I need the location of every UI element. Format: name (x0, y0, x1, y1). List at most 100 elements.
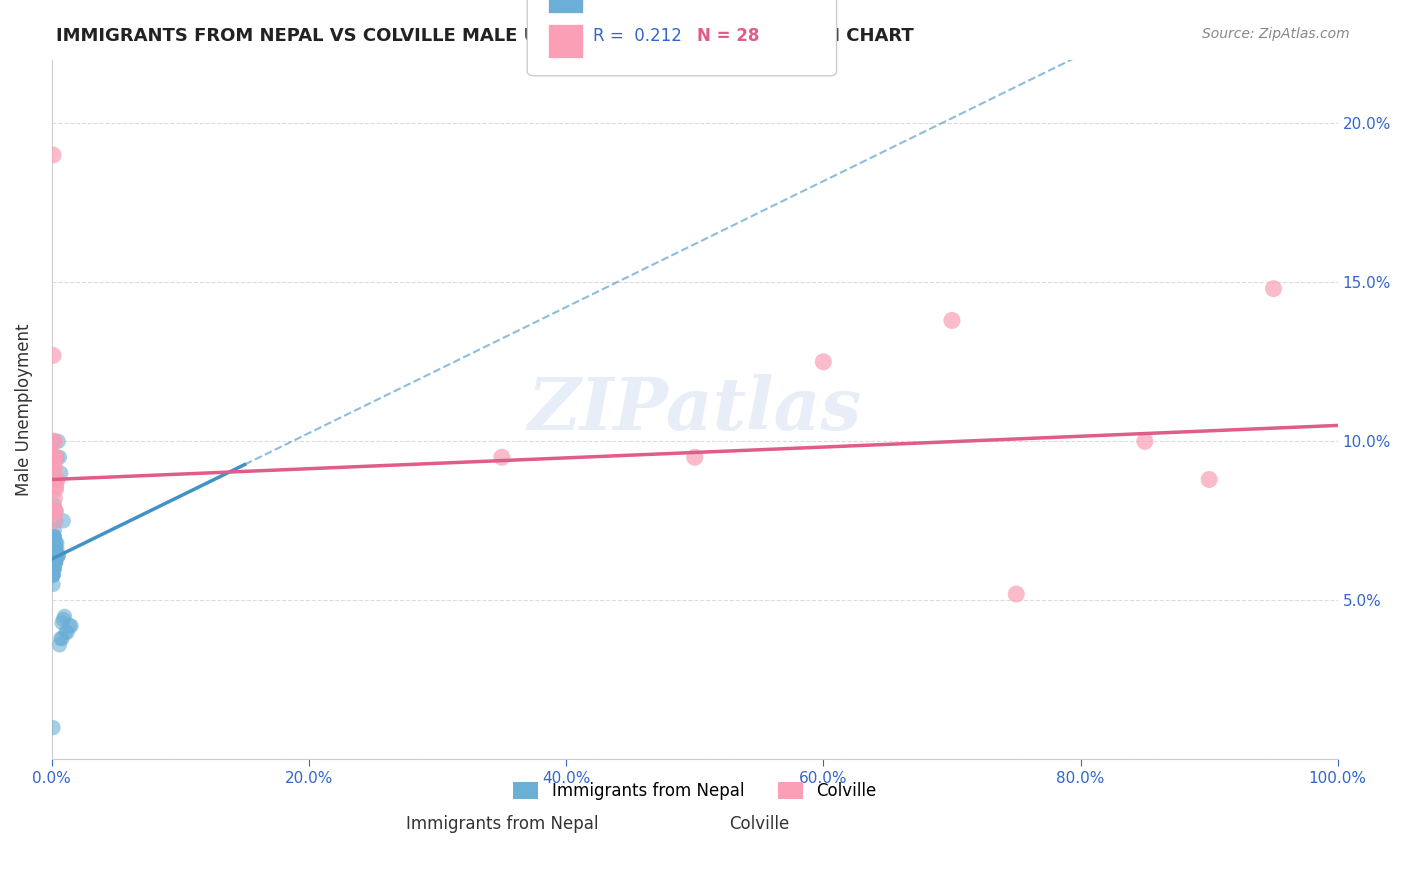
Point (44, 491, 66, 506)
Point (45, 514, 67, 528)
Text: R =  0.212: R = 0.212 (593, 27, 682, 45)
Point (56, 625, 79, 640)
Point (42, 568, 65, 582)
Point (48, 450, 70, 465)
Point (44, 530, 66, 544)
Point (42, 466, 65, 480)
Point (42, 721, 65, 735)
Point (45, 549, 67, 563)
Point (42, 504, 65, 518)
Point (42, 459, 65, 474)
Point (45, 504, 67, 518)
Point (44, 450, 66, 465)
Point (45, 450, 67, 465)
Point (44, 434, 66, 449)
Point (45, 450, 67, 465)
Point (53, 609, 76, 624)
Point (1198, 473, 1220, 487)
Point (44, 542, 66, 557)
Point (52, 612, 75, 626)
Point (45, 546, 67, 560)
Point (46, 549, 69, 563)
Point (55, 625, 77, 640)
Point (45, 536, 67, 550)
Point (1263, 282, 1285, 296)
Text: ZIPatlas: ZIPatlas (527, 374, 862, 445)
Point (1005, 587, 1028, 601)
Point (44, 530, 66, 544)
Point (683, 450, 706, 465)
Point (42, 561, 65, 575)
Point (45, 473, 67, 487)
Text: N = 28: N = 28 (697, 27, 759, 45)
Point (45, 552, 67, 566)
Point (44, 555, 66, 569)
Point (52, 514, 75, 528)
Point (45, 473, 67, 487)
Point (45, 542, 67, 557)
Point (813, 355, 835, 369)
Point (44, 536, 66, 550)
Point (44, 561, 66, 575)
Point (42, 577, 65, 591)
Point (45, 549, 67, 563)
Point (44, 524, 66, 538)
Point (45, 450, 67, 465)
Point (45, 450, 67, 465)
Text: Colville: Colville (728, 815, 789, 833)
Point (45, 482, 67, 496)
Point (45, 546, 67, 560)
Point (45, 479, 67, 493)
Point (44, 530, 66, 544)
Point (42, 459, 65, 474)
Point (45, 546, 67, 560)
Point (491, 450, 513, 465)
Point (60, 619, 83, 633)
Point (42, 504, 65, 518)
Text: IMMIGRANTS FROM NEPAL VS COLVILLE MALE UNEMPLOYMENT CORRELATION CHART: IMMIGRANTS FROM NEPAL VS COLVILLE MALE U… (56, 27, 914, 45)
Point (44, 514, 66, 528)
Point (42, 568, 65, 582)
Point (44, 546, 66, 560)
Point (44, 561, 66, 575)
Point (44, 549, 66, 563)
Point (46, 434, 69, 449)
Point (42, 561, 65, 575)
Point (44, 459, 66, 474)
Point (51, 632, 73, 646)
Y-axis label: Male Unemployment: Male Unemployment (15, 323, 32, 496)
Point (45, 555, 67, 569)
Point (45, 542, 67, 557)
Point (45, 504, 67, 518)
Point (42, 546, 65, 560)
Point (46, 549, 69, 563)
Point (941, 313, 963, 327)
Point (45, 536, 67, 550)
Point (45, 555, 67, 569)
Point (44, 552, 66, 566)
Point (42, 348, 65, 362)
Point (42, 561, 65, 575)
Point (49, 466, 72, 480)
Point (44, 555, 66, 569)
Point (45, 542, 67, 557)
Point (42, 561, 65, 575)
Point (42, 434, 65, 449)
Point (42, 450, 65, 465)
Text: Immigrants from Nepal: Immigrants from Nepal (405, 815, 598, 833)
Point (45, 555, 67, 569)
Point (49, 632, 72, 646)
Point (42, 561, 65, 575)
Point (42, 568, 65, 582)
Point (44, 498, 66, 512)
Point (44, 555, 66, 569)
Point (45, 536, 67, 550)
Point (1133, 434, 1156, 449)
Legend: Immigrants from Nepal, Colville: Immigrants from Nepal, Colville (506, 776, 883, 807)
Point (42, 536, 65, 550)
Point (42, 568, 65, 582)
Point (42, 555, 65, 569)
Point (42, 148, 65, 162)
Point (44, 549, 66, 563)
Point (48, 638, 70, 652)
